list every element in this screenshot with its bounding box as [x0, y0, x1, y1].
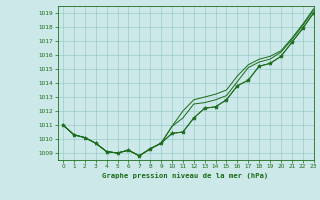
X-axis label: Graphe pression niveau de la mer (hPa): Graphe pression niveau de la mer (hPa) — [102, 172, 269, 179]
